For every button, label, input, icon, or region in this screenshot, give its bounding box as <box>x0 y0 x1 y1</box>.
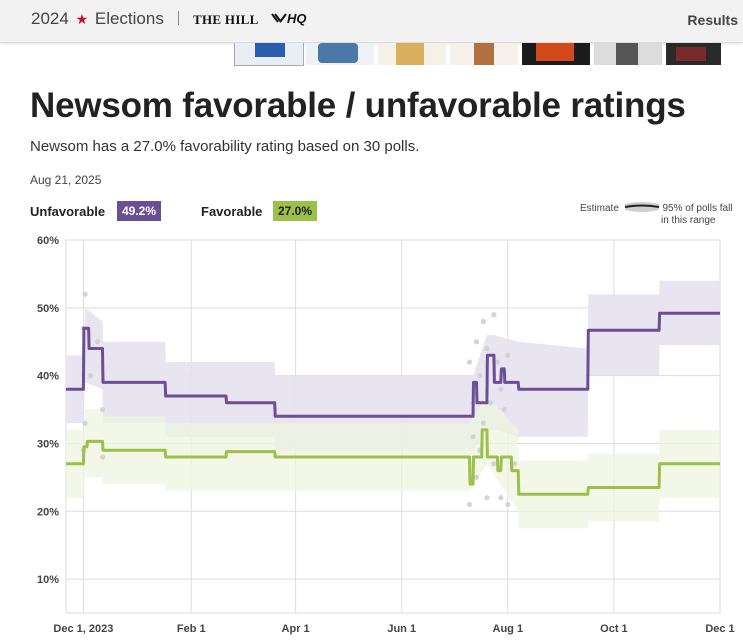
ddhq-text: HQ <box>287 11 307 26</box>
band-label-line1: 95% of polls fall <box>662 203 733 214</box>
thumbnail-7[interactable] <box>666 43 721 65</box>
x-tick-label: Dec 1, 2023 <box>53 623 113 635</box>
page-title: Newsom favorable / unfavorable ratings <box>30 86 686 125</box>
thumbnail-4[interactable] <box>450 43 518 65</box>
favorable-legend-label: Favorable <box>201 204 263 219</box>
poll-dot <box>99 454 106 460</box>
estimate-legend: Estimate 95% of polls fall in this range <box>580 202 733 226</box>
poll-dot <box>82 420 88 426</box>
poll-dot <box>94 339 100 345</box>
ddhq-mark-icon <box>271 13 287 23</box>
poll-dot <box>498 495 504 501</box>
elections-brand[interactable]: 2024 ★ Elections <box>31 9 164 29</box>
poll-dot <box>501 406 507 413</box>
the-hill-logo[interactable]: THE HILL <box>193 12 259 27</box>
poll-dot <box>477 373 483 379</box>
x-tick-label: Apr 1 <box>282 623 310 635</box>
favorability-chart: 10% 20% 30% 40% 50% 60% Dec 1, 2023 Feb 1 Apr 1 J… <box>37 235 735 635</box>
favorable-value-badge: 27.0% <box>273 201 318 221</box>
y-tick-label: 40% <box>37 371 59 383</box>
unfavorable-value-badge: 49.2% <box>117 201 162 221</box>
results-link[interactable]: Results <box>687 12 738 28</box>
brand-year: 2024 <box>31 9 69 28</box>
thumbnail-1[interactable] <box>234 43 304 66</box>
nav-divider <box>178 11 179 25</box>
brand-elections: Elections <box>94 9 164 28</box>
poll-dot <box>498 386 504 392</box>
x-tick-label: Aug 1 <box>493 623 524 635</box>
unfavorable-legend-label: Unfavorable <box>30 204 106 219</box>
top-nav-bar: 2024 ★ Elections THE HILL HQ Results <box>0 0 743 43</box>
poll-dot <box>480 420 487 426</box>
ddhq-logo[interactable]: HQ <box>271 11 307 26</box>
poll-dot <box>484 495 490 501</box>
poll-dot <box>473 339 480 345</box>
poll-dot <box>473 474 480 480</box>
poll-dot <box>480 318 487 324</box>
poll-dot <box>87 373 93 379</box>
estimate-label: Estimate <box>580 203 619 214</box>
poll-dot <box>505 501 511 508</box>
trend-line-unfavorable <box>66 311 720 418</box>
x-tick-label: Feb 1 <box>177 623 206 635</box>
estimate-band-icon <box>624 202 659 212</box>
page-subtitle: Newsom has a 27.0% favorability rating b… <box>30 138 420 155</box>
poll-dot <box>505 352 511 358</box>
y-tick-label: 60% <box>37 235 59 247</box>
poll-dot <box>484 345 490 352</box>
poll-dot <box>470 434 476 440</box>
poll-dot <box>491 461 497 467</box>
x-tick-label: Oct 1 <box>600 623 628 635</box>
thumbnail-3[interactable] <box>378 43 446 65</box>
x-tick-label: Dec 1 <box>705 623 734 635</box>
band-label-line2: in this range <box>661 215 716 226</box>
thumbnail-6[interactable] <box>594 43 662 65</box>
star-icon: ★ <box>75 11 89 27</box>
poll-dot <box>494 359 500 365</box>
y-tick-label: 50% <box>37 303 59 315</box>
trend-line-favorable <box>66 428 720 496</box>
thumbnail-5[interactable] <box>522 43 590 65</box>
thumbnail-2[interactable] <box>306 43 374 65</box>
y-tick-label: 20% <box>37 506 59 518</box>
poll-dot <box>487 400 494 406</box>
updated-date: Aug 21, 2025 <box>30 173 102 187</box>
poll-dot <box>512 461 518 467</box>
poll-dot <box>466 359 473 365</box>
y-tick-label: 10% <box>37 574 59 586</box>
poll-dot <box>82 291 88 297</box>
x-tick-label: Jun 1 <box>387 623 416 635</box>
confidence-band-unfavorable <box>66 280 720 451</box>
poll-dot <box>466 501 473 508</box>
y-tick-label: 30% <box>37 438 59 450</box>
poll-dot <box>99 406 106 413</box>
poll-dot <box>491 312 497 318</box>
